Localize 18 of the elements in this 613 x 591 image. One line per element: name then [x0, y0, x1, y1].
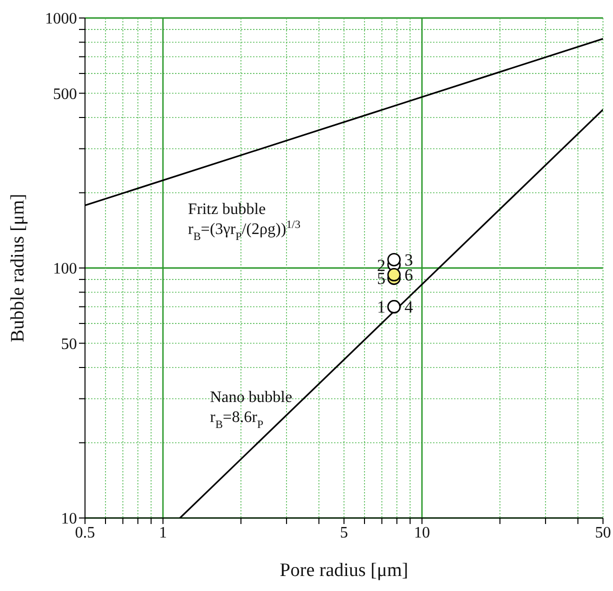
x-tick-label: 5	[340, 524, 348, 542]
series-label: 1	[377, 298, 386, 317]
y-tick-label: 50	[61, 336, 77, 353]
x-tick-label: 50	[595, 524, 611, 542]
x-axis-title: Pore radius [μm]	[280, 560, 408, 581]
x-tick-label: 1	[158, 524, 167, 542]
y-tick-label: 500	[53, 86, 77, 103]
y-tick-label: 10	[61, 510, 77, 528]
y-axis-title: Bubble radius [μm]	[8, 194, 29, 342]
y-tick-label: 1000	[45, 10, 77, 28]
annotation: r$_{B}$=(3γr$_{P}$/(2ρg))$^{1/3}$	[188, 219, 301, 243]
annotation: Nano bubble	[210, 389, 292, 406]
annotation: r$_{B}$=8.6r$_{P}$	[210, 409, 264, 431]
x-tick-label: 10	[414, 524, 430, 542]
series-label: 4	[404, 298, 414, 317]
y-tick-label: 100	[53, 260, 77, 278]
x-tick-label: 0.5	[75, 524, 95, 542]
annotation: Fritz bubble	[188, 201, 266, 218]
